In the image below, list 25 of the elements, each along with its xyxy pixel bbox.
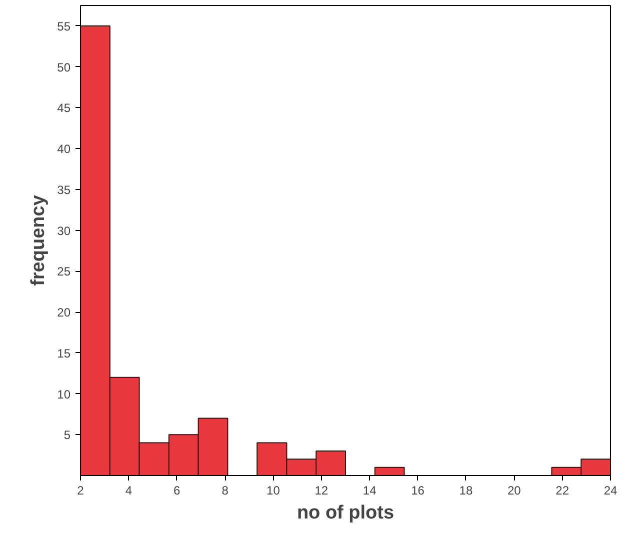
y-tick-label: 20 <box>57 306 71 320</box>
y-tick-label: 50 <box>57 60 71 74</box>
y-tick-label: 10 <box>57 387 71 402</box>
x-tick-label: 18 <box>459 484 473 498</box>
x-tick-label: 22 <box>556 484 570 498</box>
y-tick-label: 25 <box>57 264 71 279</box>
y-tick-label: 40 <box>57 142 71 156</box>
y-tick-label: 45 <box>57 101 71 116</box>
x-tick-label: 24 <box>604 484 618 498</box>
x-tick-label: 4 <box>125 484 132 498</box>
y-axis-title: frequency <box>28 194 50 286</box>
x-tick-label: 8 <box>222 484 229 498</box>
x-axis-title: no of plots <box>296 502 394 524</box>
y-tick-label: 15 <box>57 346 71 360</box>
y-tick-label: 5 <box>64 428 71 442</box>
x-tick-label: 20 <box>507 484 522 498</box>
y-tick-label: 35 <box>57 182 71 197</box>
x-tick-label: 16 <box>411 484 425 498</box>
y-tick-label: 55 <box>57 19 71 34</box>
x-tick-label: 12 <box>314 484 328 498</box>
y-tick-label: 30 <box>57 224 71 238</box>
x-tick-label: 14 <box>362 484 377 498</box>
x-tick-label: 6 <box>174 484 181 498</box>
x-tick-label: 10 <box>266 484 280 498</box>
x-tick-label: 2 <box>77 484 84 498</box>
